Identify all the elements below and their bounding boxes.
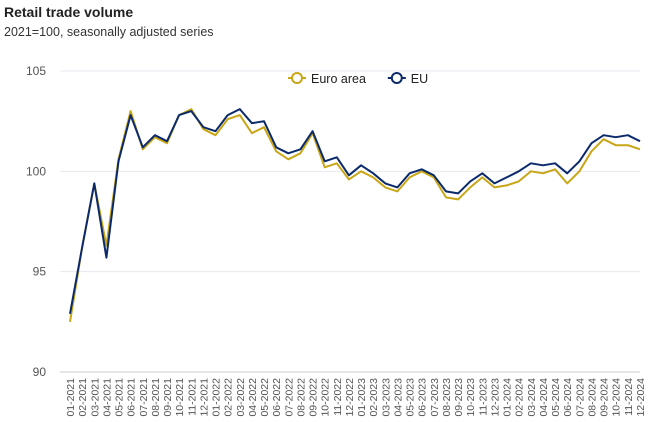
x-tick-label: 11-2023 [477, 378, 489, 416]
chart-subtitle: 2021=100, seasonally adjusted series [4, 25, 214, 39]
x-tick-label: 07-2023 [429, 378, 441, 417]
x-tick-label: 05-2023 [405, 378, 417, 417]
x-tick-label: 01-2022 [211, 378, 223, 417]
legend-marker-icon [291, 72, 303, 84]
x-tick-label: 06-2023 [417, 378, 429, 417]
x-tick-label: 07-2022 [283, 378, 295, 417]
legend-label: Euro area [311, 72, 366, 86]
x-tick-label: 08-2023 [441, 378, 453, 417]
x-tick-label: 04-2022 [247, 378, 259, 417]
x-tick-label: 08-2021 [150, 378, 162, 417]
x-tick-label: 12-2023 [489, 378, 501, 417]
series-line-euro-area [69, 108, 641, 322]
y-tick-label: 95 [33, 265, 47, 279]
x-tick-label: 01-2024 [502, 378, 514, 417]
y-tick-label: 90 [33, 365, 47, 379]
x-tick-label: 02-2023 [368, 378, 380, 417]
x-tick-label: 08-2024 [586, 378, 598, 417]
x-tick-label: 02-2022 [223, 378, 235, 417]
x-tick-label: 04-2024 [538, 378, 550, 417]
x-tick-label: 04-2021 [101, 378, 113, 417]
x-tick-label: 11-2022 [332, 378, 344, 416]
x-tick-label: 07-2021 [138, 378, 150, 417]
x-tick-label: 10-2022 [320, 378, 332, 417]
series-line-eu [69, 108, 641, 314]
x-tick-label: 10-2023 [465, 378, 477, 417]
x-tick-label: 05-2022 [259, 378, 271, 417]
x-tick-label: 06-2022 [271, 378, 283, 417]
x-tick-label: 12-2024 [635, 378, 647, 417]
x-tick-label: 09-2023 [453, 378, 465, 417]
x-tick-label: 01-2021 [65, 378, 77, 417]
x-tick-label: 09-2021 [162, 378, 174, 417]
x-tick-label: 03-2021 [89, 378, 101, 417]
x-tick-label: 10-2024 [611, 378, 623, 417]
x-tick-label: 11-2021 [186, 378, 198, 416]
x-tick-label: 01-2023 [356, 378, 368, 417]
x-tick-label: 06-2024 [562, 378, 574, 417]
x-tick-label: 12-2021 [198, 378, 210, 417]
x-tick-label: 05-2024 [550, 378, 562, 417]
x-tick-label: 03-2024 [526, 378, 538, 417]
x-tick-label: 10-2021 [174, 378, 186, 417]
legend-label: EU [411, 72, 428, 86]
x-tick-label: 02-2024 [514, 378, 526, 417]
x-tick-label: 03-2022 [235, 378, 247, 417]
x-tick-label: 09-2022 [308, 378, 320, 417]
x-tick-label: 02-2021 [77, 378, 89, 417]
chart-title: Retail trade volume [4, 4, 134, 20]
x-tick-label: 08-2022 [295, 378, 307, 417]
x-tick-label: 12-2022 [344, 378, 356, 417]
legend-marker-icon [390, 72, 403, 84]
x-tick-label: 09-2024 [599, 378, 611, 417]
x-tick-label: 11-2024 [623, 378, 635, 416]
x-tick-label: 06-2021 [126, 378, 138, 417]
x-tick-label: 04-2023 [392, 378, 404, 417]
x-tick-label: 05-2021 [114, 378, 126, 417]
x-tick-label: 07-2024 [574, 378, 586, 417]
x-tick-label: 03-2023 [380, 378, 392, 417]
y-tick-label: 105 [26, 64, 46, 78]
y-tick-label: 100 [26, 164, 46, 178]
